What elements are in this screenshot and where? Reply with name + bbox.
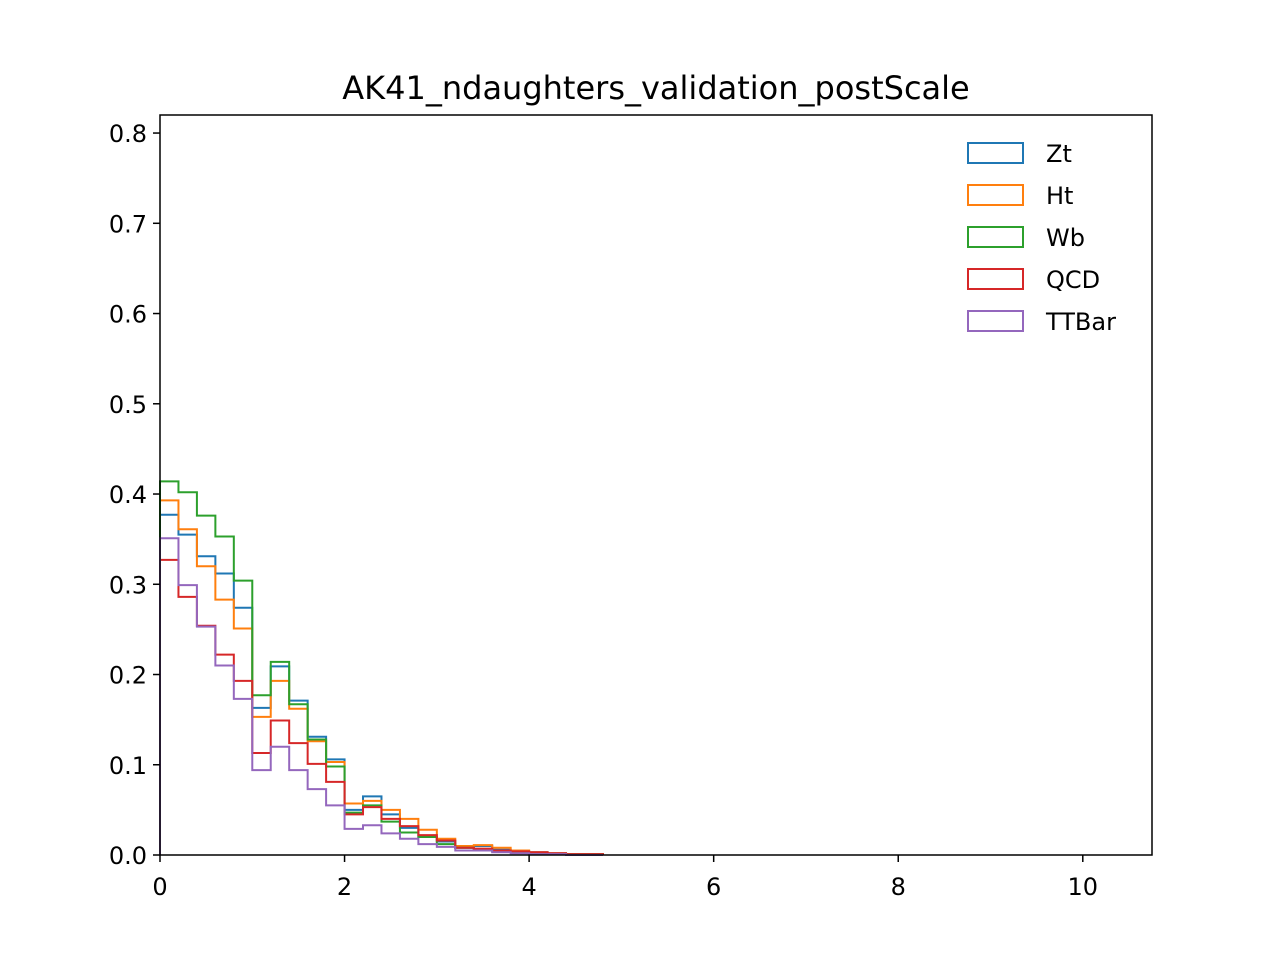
y-tick-label: 0.5	[109, 391, 147, 419]
legend-item-ttbar: TTBar	[967, 308, 1116, 336]
x-tick-label: 6	[706, 873, 721, 901]
legend-item-ht: Ht	[967, 182, 1073, 210]
legend: Zt Ht Wb QCD TTBar	[967, 140, 1116, 336]
y-tick-label: 0.2	[109, 662, 147, 690]
legend-label-zt: Zt	[1046, 140, 1072, 168]
y-tick-label: 0.3	[109, 571, 147, 599]
legend-item-zt: Zt	[967, 140, 1072, 168]
legend-label-qcd: QCD	[1046, 266, 1100, 294]
plot-frame	[159, 114, 1153, 856]
y-tick-label: 0.8	[109, 120, 147, 148]
legend-label-ht: Ht	[1046, 182, 1073, 210]
y-tick-label: 0.0	[109, 842, 147, 870]
series-layer	[159, 480, 604, 856]
legend-label-ttbar: TTBar	[1045, 308, 1116, 336]
legend-swatch-ttbar	[967, 310, 1024, 332]
x-tick-label: 8	[891, 873, 906, 901]
y-tick-label: 0.1	[109, 752, 147, 780]
x-tick-label: 0	[152, 873, 167, 901]
legend-swatch-zt	[967, 142, 1024, 164]
ticks-layer: 0 2 4 6 8 10 0.0 0.1 0.2 0.3 0.4 0.5 0.6 0.7 0.8	[109, 120, 1098, 901]
x-tick-label: 2	[337, 873, 352, 901]
series-qcd-outline	[159, 558, 604, 856]
legend-label-wb: Wb	[1046, 224, 1085, 252]
series-qcd	[159, 558, 604, 856]
legend-swatch-ht	[967, 184, 1024, 206]
y-tick-label: 0.6	[109, 301, 147, 329]
y-tick-label: 0.7	[109, 210, 147, 238]
series-ttbar	[159, 537, 603, 856]
series-ttbar-outline	[159, 537, 603, 856]
x-tick-label: 10	[1068, 873, 1099, 901]
y-tick-label: 0.4	[109, 481, 147, 509]
legend-item-qcd: QCD	[967, 266, 1100, 294]
chart-title: AK41_ndaughters_validation_postScale	[342, 69, 969, 107]
legend-item-wb: Wb	[967, 224, 1085, 252]
x-tick-label: 4	[521, 873, 536, 901]
legend-swatch-qcd	[967, 268, 1024, 290]
legend-swatch-wb	[967, 226, 1024, 248]
